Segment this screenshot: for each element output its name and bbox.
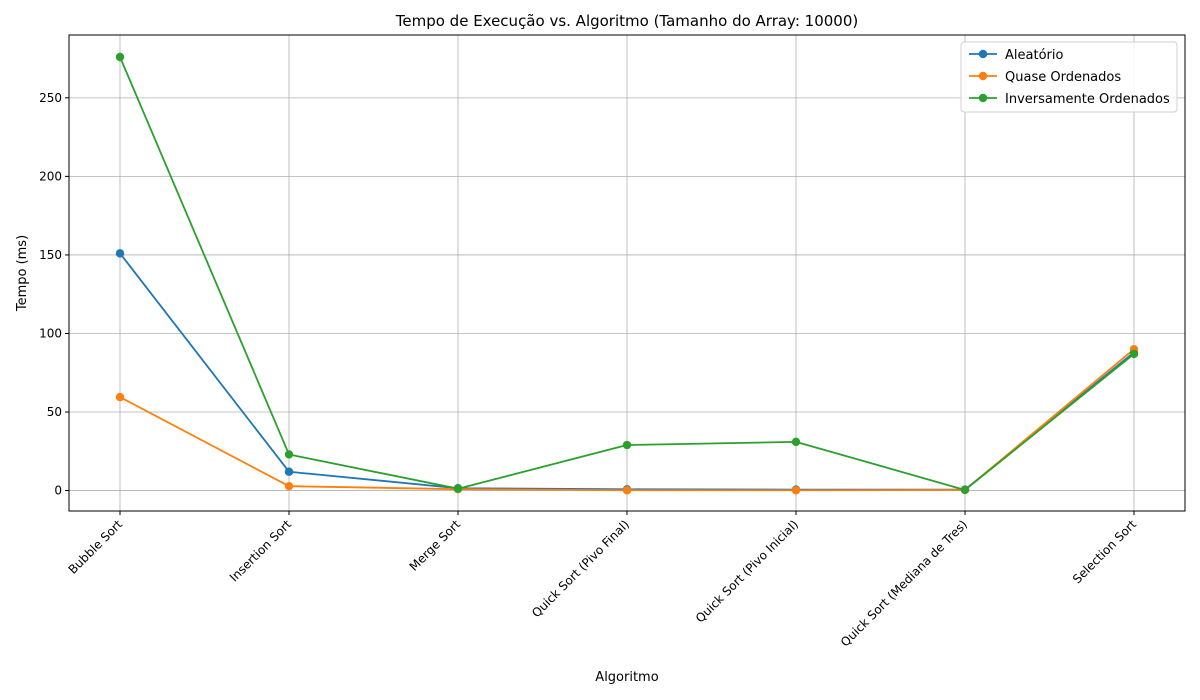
data-point <box>115 249 125 258</box>
data-point <box>284 467 294 476</box>
series-points <box>115 52 1139 495</box>
data-point <box>115 52 125 62</box>
y-axis-label: Tempo (ms) <box>15 235 30 312</box>
chart-title: Tempo de Execução vs. Algoritmo (Tamanho… <box>395 12 858 30</box>
data-point <box>453 484 463 493</box>
legend: Aleatório Quase Ordenados Inversamente Ord… <box>960 41 1178 113</box>
x-tick-label: Merge Sort <box>407 517 464 574</box>
y-tick-label: 200 <box>39 169 62 183</box>
legend-box <box>960 41 1178 113</box>
legend-label: Inversamente Ordenados <box>1005 92 1170 107</box>
y-tick-label: 50 <box>47 405 62 419</box>
y-tick-label: 0 <box>54 484 62 498</box>
data-point <box>284 450 294 459</box>
x-axis-ticks: Bubble Sort Insertion Sort Merge Sort Quick… <box>66 511 1139 649</box>
x-axis-label: Algoritmo <box>595 670 658 685</box>
data-point <box>960 485 970 495</box>
data-point <box>791 486 801 495</box>
legend-label: Quase Ordenados <box>1005 70 1121 85</box>
data-point <box>1129 349 1139 359</box>
legend-label: Aleatório <box>1005 48 1063 63</box>
x-tick-label: Bubble Sort <box>66 517 126 577</box>
data-point <box>622 486 632 495</box>
data-point <box>115 392 125 402</box>
y-tick-label: 250 <box>39 91 62 105</box>
data-point <box>791 437 801 447</box>
legend-marker <box>978 71 988 81</box>
data-point <box>284 481 294 491</box>
legend-marker <box>978 49 988 59</box>
x-tick-label: Quick Sort (Pivo Final) <box>529 517 632 620</box>
y-tick-label: 100 <box>39 326 62 340</box>
legend-marker <box>978 93 988 103</box>
data-point <box>622 440 632 450</box>
x-tick-label: Insertion Sort <box>227 517 294 584</box>
x-tick-label: Quick Sort (Pivo Inicial) <box>693 517 801 625</box>
y-axis-ticks: 0 50 100 150 200 250 <box>39 91 69 498</box>
x-tick-label: Quick Sort (Mediana de Tres) <box>838 517 970 649</box>
y-tick-label: 150 <box>39 248 62 262</box>
x-tick-label: Selection Sort <box>1070 517 1139 586</box>
grid-lines <box>69 35 1185 511</box>
